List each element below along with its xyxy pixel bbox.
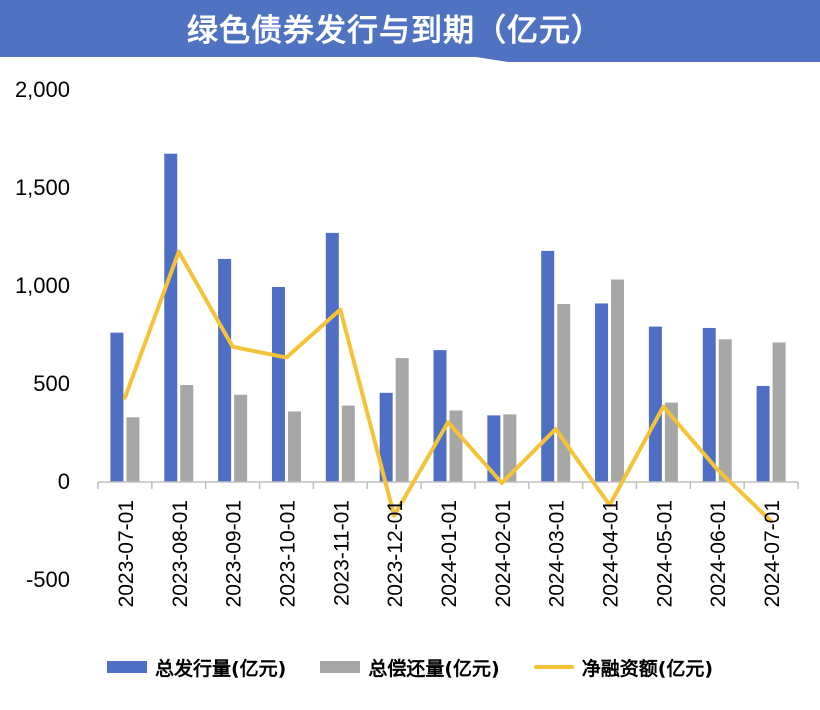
net-financing-line xyxy=(122,249,774,524)
repayment-bar xyxy=(234,394,248,482)
legend-swatch-net xyxy=(533,665,574,669)
x-tick-label: 2024-07-01 xyxy=(761,500,784,607)
x-tick-label: 2023-11-01 xyxy=(330,500,353,606)
legend-item-net: 净融资额(亿元) xyxy=(533,654,714,681)
x-tick-label: 2023-10-01 xyxy=(276,500,299,607)
issuance-bar xyxy=(433,350,447,482)
legend: 总发行量(亿元) 总偿还量(亿元) 净融资额(亿元) xyxy=(0,650,820,684)
y-tick-label: 1,500 xyxy=(15,175,70,200)
y-axis-tick-labels: -500 0 500 1,000 1,500 2,000 xyxy=(15,77,70,592)
legend-item-repayment: 总偿还量(亿元) xyxy=(320,654,500,681)
legend-swatch-issuance xyxy=(106,661,147,673)
issuance-bar xyxy=(164,153,178,482)
issuance-bar xyxy=(487,415,501,482)
y-tick-label: 0 xyxy=(58,469,70,494)
x-tick-label: 2024-03-01 xyxy=(546,500,569,607)
x-tick-label: 2024-02-01 xyxy=(492,500,515,607)
repayment-bar xyxy=(341,405,355,482)
x-tick-label: 2024-05-01 xyxy=(653,500,676,607)
y-tick-label: 2,000 xyxy=(15,77,70,102)
legend-label-net: 净融资额(亿元) xyxy=(581,657,714,680)
repayment-bar xyxy=(126,417,140,482)
issuance-bar xyxy=(756,385,770,482)
repayment-bar xyxy=(287,411,301,482)
legend-label-issuance: 总发行量(亿元) xyxy=(154,657,287,680)
y-tick-label: -500 xyxy=(26,567,70,592)
title-band xyxy=(0,0,820,62)
y-tick-label: 500 xyxy=(33,371,70,396)
legend-label-repayment: 总偿还量(亿元) xyxy=(368,657,500,680)
issuance-bar xyxy=(110,332,124,482)
repayment-bar xyxy=(718,339,732,482)
x-axis-tick-labels: 2023-07-01 2023-08-01 2023-09-01 2023-10-01… xyxy=(115,500,784,607)
issuance-bar xyxy=(218,258,232,482)
y-tick-label: 1,000 xyxy=(15,273,70,298)
issuance-bars xyxy=(110,153,770,482)
x-tick-label: 2023-07-01 xyxy=(115,500,138,607)
repayment-bar xyxy=(503,414,517,482)
repayment-bar xyxy=(449,410,463,482)
x-tick-label: 2023-08-01 xyxy=(169,500,192,607)
x-tick-label: 2024-06-01 xyxy=(707,500,730,607)
chart-title: 绿色债券发行与到期（亿元） xyxy=(187,13,603,49)
repayment-bar xyxy=(395,358,409,482)
issuance-bar xyxy=(648,326,662,482)
issuance-bar xyxy=(379,392,393,482)
legend-swatch-repayment xyxy=(320,661,361,673)
x-tick-label: 2024-04-01 xyxy=(600,500,623,607)
issuance-bar xyxy=(541,250,555,482)
x-tick-label: 2024-01-01 xyxy=(438,500,461,607)
x-tick-label: 2023-12-01 xyxy=(384,500,407,607)
repayment-bar xyxy=(611,279,625,482)
issuance-bar xyxy=(325,232,339,482)
repayment-bar xyxy=(180,384,194,482)
issuance-bar xyxy=(595,303,609,482)
issuance-bar xyxy=(702,327,716,482)
repayment-bar xyxy=(557,304,571,482)
x-tick-label: 2023-09-01 xyxy=(223,500,246,607)
chart-title-banner: 绿色债券发行与到期（亿元） xyxy=(0,0,820,66)
repayment-bar xyxy=(772,342,786,482)
x-axis xyxy=(97,481,799,489)
repayment-bars xyxy=(126,279,786,482)
legend-item-issuance: 总发行量(亿元) xyxy=(106,654,287,681)
issuance-bar xyxy=(271,286,285,482)
